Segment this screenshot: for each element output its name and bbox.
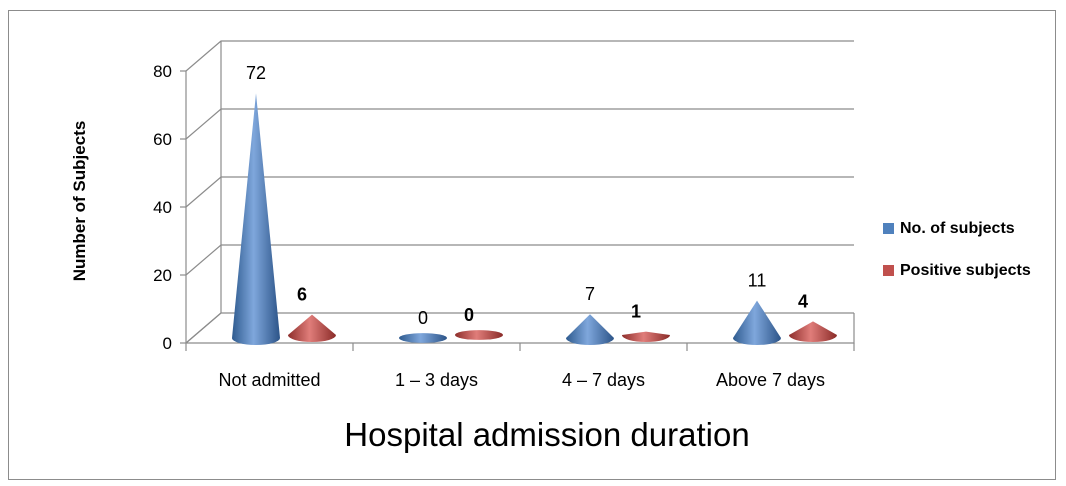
y-tick-label: 40 — [153, 198, 172, 217]
cone-flat — [399, 333, 447, 343]
cone-2-3 — [622, 331, 670, 342]
gridlines — [185, 40, 854, 344]
legend-swatch-series-1 — [883, 223, 894, 234]
x-tick-label: 4 – 7 days — [562, 370, 645, 390]
data-label-2-4: 4 — [798, 291, 808, 311]
plot-walls — [185, 41, 855, 344]
y-tick-label: 0 — [163, 334, 172, 353]
legend: No. of subjects Positive subjects — [883, 220, 1031, 279]
data-label-1-1: 72 — [246, 63, 266, 83]
data-label-1-4: 11 — [748, 271, 767, 291]
y-tick-label: 80 — [153, 62, 172, 81]
cone-body — [789, 321, 837, 342]
cone-2-4 — [789, 321, 837, 342]
legend-swatch-series-2 — [883, 265, 894, 276]
x-tick-label: Not admitted — [218, 370, 320, 390]
data-label-1-3: 7 — [585, 284, 595, 304]
data-label-1-2: 0 — [418, 308, 428, 328]
x-tick-label: 1 – 3 days — [395, 370, 478, 390]
cones — [232, 93, 837, 345]
cone-1-4 — [733, 300, 781, 345]
cone-body — [566, 314, 614, 345]
x-tick-label: Above 7 days — [716, 370, 825, 390]
chart-frame: 0 20 40 60 80 Not admitted 1 – 3 days 4 – 7 da… — [8, 10, 1056, 480]
data-label-2-3: 1 — [631, 302, 641, 322]
y-tick-label: 60 — [153, 130, 172, 149]
cone-flat — [455, 330, 503, 340]
gridline — [185, 244, 854, 276]
y-tick-label: 20 — [153, 266, 172, 285]
gridline — [185, 108, 854, 140]
cone-body — [622, 331, 670, 342]
legend-label-series-2: Positive subjects — [900, 262, 1031, 279]
gridline — [185, 40, 854, 72]
y-axis-ticks: 0 20 40 60 80 — [153, 62, 186, 353]
cone-1-3 — [566, 314, 614, 345]
cone-1-2 — [399, 333, 447, 343]
cone-2-2 — [455, 330, 503, 340]
cone-body — [232, 93, 280, 345]
y-axis-title: Number of Subjects — [70, 121, 89, 282]
cone-1-1 — [232, 93, 280, 345]
x-axis-title: Hospital admission duration — [344, 416, 749, 453]
legend-label-series-1: No. of subjects — [900, 220, 1015, 237]
gridline — [185, 312, 854, 344]
cone-body — [733, 300, 781, 345]
x-axis-ticks: Not admitted 1 – 3 days 4 – 7 days Above 7 … — [185, 343, 855, 390]
data-label-2-2: 0 — [464, 305, 474, 325]
cone-2-1 — [288, 314, 336, 342]
cone-body — [288, 314, 336, 342]
data-label-2-1: 6 — [297, 285, 307, 305]
gridline — [185, 176, 854, 208]
